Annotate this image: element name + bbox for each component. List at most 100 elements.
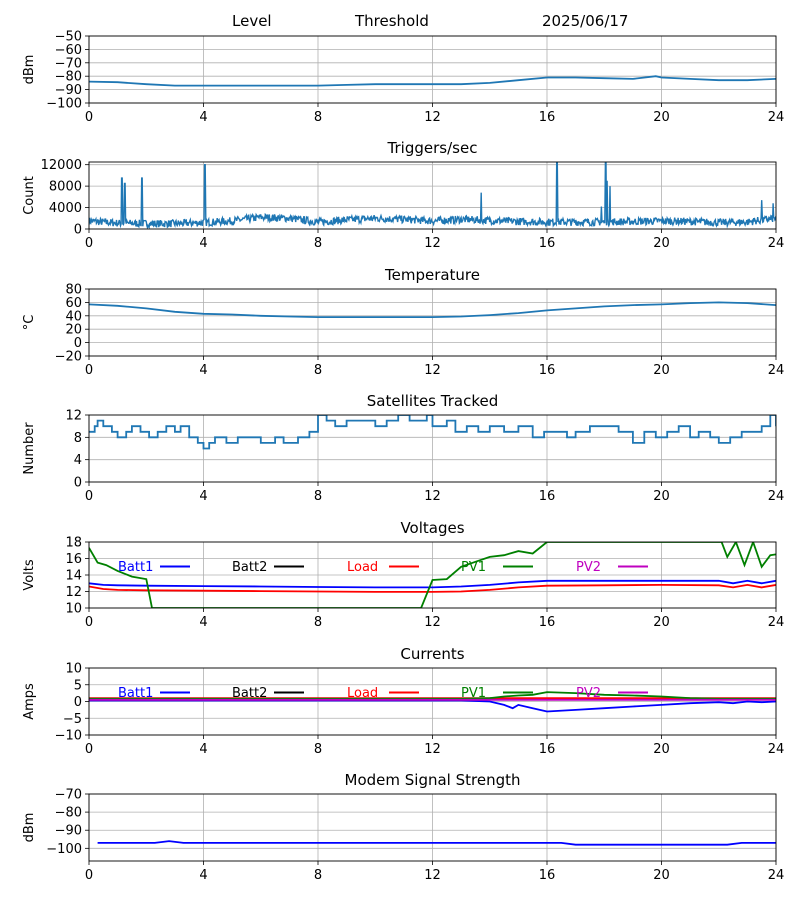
x-tick-label: 24 <box>768 489 785 504</box>
y-tick-label: −60 <box>55 43 82 58</box>
y-tick-label: −80 <box>55 806 82 821</box>
axes-frame <box>88 667 777 736</box>
x-tick-label: 0 <box>85 868 93 883</box>
legend-label-batt2: Batt2 <box>232 560 267 575</box>
y-axis-label: dBm <box>22 55 37 85</box>
y-tick-label: 8000 <box>49 180 82 195</box>
legend-label-pv2: PV2 <box>576 560 601 575</box>
x-tick-label: 24 <box>768 868 785 883</box>
series-line-level <box>89 75 776 87</box>
axes-frame <box>88 35 777 104</box>
x-tick-label: 4 <box>199 868 207 883</box>
y-tick-label: 12000 <box>41 158 82 173</box>
x-tick-label: 4 <box>199 363 207 378</box>
panel-modem: 0 4 8 12 16 20 24 −100 −90 −80 −70 Modem Signal Str… <box>22 771 784 883</box>
axes-frame <box>88 288 777 357</box>
series-line-satellites <box>89 415 776 450</box>
x-tick-label: 24 <box>768 742 785 757</box>
x-tick-label: 0 <box>85 363 93 378</box>
x-tick-label: 4 <box>199 110 207 125</box>
y-tick-label: 10 <box>65 602 82 617</box>
series-line-currents-pv1 <box>89 691 776 700</box>
y-axis-label: Amps <box>22 683 37 720</box>
x-tick-label: 0 <box>85 489 93 504</box>
y-axis-label: Count <box>22 176 37 215</box>
axes-frame <box>88 414 777 483</box>
y-tick-label: −80 <box>55 70 82 85</box>
x-tick-label: 0 <box>85 742 93 757</box>
x-tick-label: 20 <box>653 110 670 125</box>
y-tick-label: 12 <box>65 409 82 424</box>
y-tick-label: 0 <box>74 695 82 710</box>
x-tick-label: 0 <box>85 236 93 251</box>
x-tick-label: 20 <box>653 868 670 883</box>
x-tick-label: 20 <box>653 236 670 251</box>
axes-frame <box>88 541 777 609</box>
panel-title: Temperature <box>384 266 480 284</box>
x-tick-label: 20 <box>653 363 670 378</box>
y-tick-label: 60 <box>65 296 82 311</box>
y-tick-label: −20 <box>55 350 82 365</box>
x-tick-label: 16 <box>539 363 556 378</box>
x-tick-label: 16 <box>539 868 556 883</box>
x-tick-label: 16 <box>539 615 556 630</box>
legend-label-batt1: Batt1 <box>118 560 153 575</box>
y-tick-label: 8 <box>74 431 82 446</box>
y-tick-label: 4000 <box>49 201 82 216</box>
y-tick-label: −10 <box>55 729 82 744</box>
y-tick-label: 80 <box>65 283 82 298</box>
y-tick-label: −90 <box>55 824 82 839</box>
legend-label-pv1: PV1 <box>461 560 486 575</box>
y-axis-label: Volts <box>22 559 37 591</box>
y-axis-label: dBm <box>22 813 37 843</box>
x-tick-label: 12 <box>424 489 441 504</box>
x-tick-label: 12 <box>424 363 441 378</box>
x-tick-label: 16 <box>539 742 556 757</box>
x-tick-label: 4 <box>199 615 207 630</box>
header-date: 2025/06/17 <box>542 12 628 30</box>
series-line-voltages-batt1 <box>89 579 776 589</box>
axes-frame <box>88 793 777 862</box>
x-tick-label: 12 <box>424 742 441 757</box>
x-tick-label: 8 <box>314 742 322 757</box>
y-tick-label: −100 <box>46 842 82 857</box>
legend-label-load: Load <box>347 686 378 701</box>
series-line-temperature <box>89 301 776 319</box>
axes-frame <box>88 161 777 230</box>
y-tick-label: −100 <box>46 97 82 112</box>
y-tick-label: 40 <box>65 309 82 324</box>
y-tick-label: 14 <box>65 569 82 584</box>
x-tick-label: 8 <box>314 868 322 883</box>
x-tick-label: 12 <box>424 868 441 883</box>
legend-label-pv2: PV2 <box>576 686 601 701</box>
x-tick-label: 4 <box>199 236 207 251</box>
x-tick-label: 0 <box>85 110 93 125</box>
panel-triggers: 0 4 8 12 16 20 24 0 4000 8000 12000 Triggers/sec Cou… <box>22 139 784 251</box>
y-tick-label: −70 <box>55 788 82 803</box>
x-tick-label: 8 <box>314 236 322 251</box>
legend-label-pv1: PV1 <box>461 686 486 701</box>
x-tick-label: 16 <box>539 236 556 251</box>
x-tick-label: 20 <box>653 742 670 757</box>
x-tick-label: 4 <box>199 489 207 504</box>
panel-title: Currents <box>400 645 464 663</box>
y-tick-label: −90 <box>55 83 82 98</box>
x-tick-label: 4 <box>199 742 207 757</box>
x-tick-label: 12 <box>424 236 441 251</box>
x-tick-label: 8 <box>314 489 322 504</box>
x-tick-label: 0 <box>85 615 93 630</box>
legend-label-batt2: Batt2 <box>232 686 267 701</box>
x-tick-label: 24 <box>768 236 785 251</box>
x-tick-label: 8 <box>314 615 322 630</box>
x-tick-label: 24 <box>768 110 785 125</box>
panel-title: Triggers/sec <box>387 139 478 157</box>
series-line-modem <box>97 840 776 846</box>
series-line-voltages-pv1 <box>89 542 776 608</box>
y-tick-label: 20 <box>65 323 82 338</box>
x-tick-label: 20 <box>653 615 670 630</box>
legend-label-load: Load <box>347 560 378 575</box>
panel-level: 0 4 8 12 16 20 24 −100−90−80−70−60−50 dBm <box>22 30 784 126</box>
